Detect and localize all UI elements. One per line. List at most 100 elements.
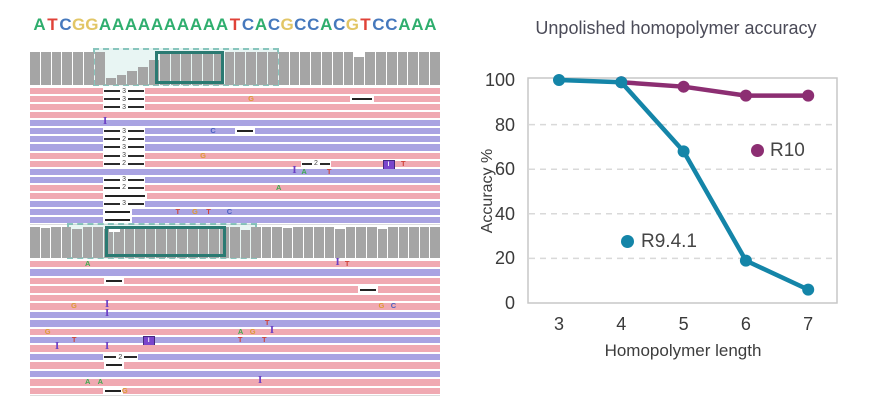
snp-letter: A (301, 166, 307, 176)
read-row (30, 191, 440, 200)
deletion-mark: 2 (102, 159, 146, 168)
snp-letter: T (206, 206, 211, 216)
coverage-bar (213, 52, 224, 85)
undefined (103, 162, 121, 165)
coverage-bar (388, 227, 398, 258)
coverage-bar (278, 52, 289, 85)
coverage-bar (62, 52, 73, 85)
deletion-size: 2 (122, 184, 127, 192)
coverage-bar (116, 75, 127, 85)
undefined (128, 162, 145, 165)
base-letter: T (47, 15, 58, 34)
insertion-icon: I (335, 258, 340, 268)
coverage-bar (409, 227, 419, 258)
coverage-bar (224, 52, 235, 85)
deletion-mark: 2 (102, 183, 146, 192)
base-letter: A (98, 15, 112, 34)
base-letter: A (124, 15, 138, 34)
coverage-bar (408, 52, 419, 85)
gap-mark (103, 276, 125, 286)
base-letter: A (320, 15, 333, 34)
insertion-icon: I (257, 376, 263, 387)
undefined (104, 219, 130, 222)
deletion-size: 2 (122, 135, 127, 143)
base-letter: C (333, 15, 346, 34)
x-axis-label: Homopolymer length (604, 341, 762, 360)
undefined (103, 178, 121, 181)
coverage-bars (30, 227, 440, 258)
base-letter: C (241, 15, 255, 34)
y-tick-label: 40 (494, 203, 515, 224)
undefined (128, 130, 145, 133)
coverage-bar (398, 227, 409, 258)
coverage-bar (293, 227, 303, 258)
data-point-R10 (739, 89, 752, 102)
deletion-size: 2 (313, 160, 318, 168)
coverage-bar (354, 56, 365, 85)
coverage-bar (314, 227, 324, 258)
legend-dot-r941 (621, 235, 634, 248)
coverage-bar (332, 52, 343, 85)
y-tick-label: 60 (494, 159, 515, 180)
undefined (103, 130, 121, 133)
coverage-bar (289, 52, 300, 85)
coverage-bar (257, 52, 267, 85)
gap-mark (103, 361, 125, 370)
coverage-bar (419, 227, 430, 258)
coverage-bar (73, 52, 84, 85)
coverage-bar (376, 52, 386, 85)
snp-letter: T (71, 334, 77, 344)
base-letter: C (307, 15, 320, 34)
deletion-size: 2 (122, 160, 127, 168)
undefined (128, 98, 145, 101)
deletion-mark: 3 (102, 143, 146, 152)
undefined (105, 364, 123, 367)
base-letter: A (398, 15, 411, 34)
data-point-R10 (802, 89, 815, 102)
insertion-icon: I (292, 165, 297, 176)
coverage-bar (430, 52, 440, 85)
coverage-bars (30, 52, 440, 85)
undefined (104, 210, 130, 213)
undefined (360, 288, 377, 291)
undefined (103, 138, 121, 141)
undefined (103, 106, 121, 109)
snp-letter: G (200, 150, 206, 160)
base-letter: C (385, 15, 398, 34)
insertion-icon: I (105, 308, 110, 319)
coverage-bar (377, 229, 388, 258)
coverage-bar (303, 227, 314, 258)
snp-letter: G (71, 301, 77, 311)
deletion-mark: 3 (102, 95, 146, 104)
gap-mark (102, 191, 148, 200)
coverage-bar (192, 52, 202, 85)
insertion-icon: I (269, 325, 275, 336)
deletion-mark: 3 (102, 175, 146, 184)
data-point-R9.4.1 (739, 254, 752, 267)
base-letter: A (202, 15, 216, 34)
deletion-size: 3 (122, 143, 127, 151)
coverage-bar (345, 227, 356, 258)
coverage-bar (127, 71, 138, 85)
insertion-icon: I (102, 117, 108, 128)
read-row (30, 361, 440, 370)
undefined (103, 154, 121, 157)
coverage-bar (267, 52, 278, 85)
coverage-bar (40, 52, 51, 85)
coverage-bar (61, 227, 72, 258)
snp-letter: T (262, 334, 267, 344)
plot-area (527, 74, 838, 304)
read-row: I (30, 117, 440, 128)
undefined (128, 178, 145, 181)
coverage-bar (246, 52, 257, 85)
data-point-R10 (677, 80, 690, 93)
y-tick-label: 0 (504, 293, 515, 313)
